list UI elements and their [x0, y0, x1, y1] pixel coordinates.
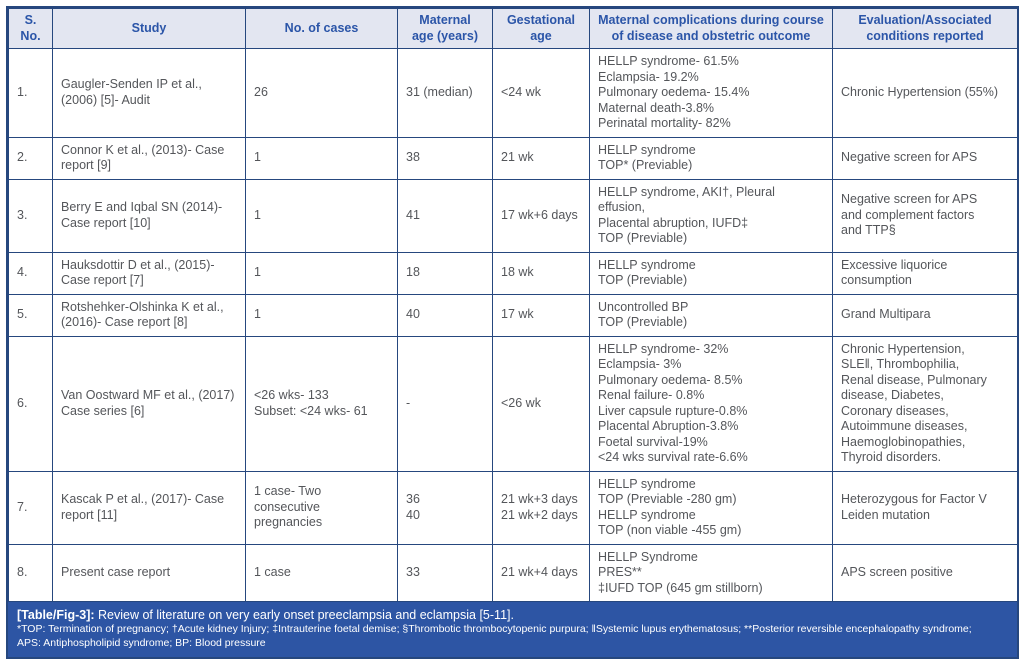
cell-age: 33 — [397, 543, 493, 602]
table-caption-band: [Table/Fig-3]: Review of literature on v… — [8, 602, 1017, 657]
cell-evaluation: Negative screen for APS and complement f… — [832, 178, 1018, 253]
header-cases: No. of cases — [245, 8, 398, 49]
cell-age: 18 — [397, 251, 493, 295]
cell-sno: 3. — [8, 178, 53, 253]
review-table: S. No. Study No. of cases Maternal age (… — [8, 8, 1018, 602]
cell-study: Connor K et al., (2013)- Case report [9] — [52, 136, 246, 180]
table-header: S. No. Study No. of cases Maternal age (… — [8, 8, 1018, 49]
cell-complications: HELLP syndrome TOP* (Previable) — [589, 136, 833, 180]
table-caption-label: [Table/Fig-3]: — [17, 608, 95, 622]
cell-cases: 1 — [245, 251, 398, 295]
cell-study: Rotshehker-Olshinka K et al., (2016)- Ca… — [52, 293, 246, 337]
header-maternal-age: Maternal age (years) — [397, 8, 493, 49]
cell-evaluation: APS screen positive — [832, 543, 1018, 602]
cell-cases: 1 case — [245, 543, 398, 602]
cell-evaluation: Heterozygous for Factor V Leiden mutatio… — [832, 470, 1018, 545]
table-body: 1. Gaugler-Senden IP et al., (2006) [5]-… — [8, 48, 1018, 602]
cell-gestation: 21 wk+4 days — [492, 543, 590, 602]
cell-sno: 2. — [8, 136, 53, 180]
table-row: 2. Connor K et al., (2013)- Case report … — [8, 136, 1018, 180]
cell-cases: 1 — [245, 178, 398, 253]
cell-cases: <26 wks- 133 Subset: <24 wks- 61 — [245, 335, 398, 472]
header-evaluation: Evaluation/Associated conditions reporte… — [832, 8, 1018, 49]
cell-age: 38 — [397, 136, 493, 180]
cell-sno: 5. — [8, 293, 53, 337]
cell-study: Gaugler-Senden IP et al., (2006) [5]- Au… — [52, 48, 246, 138]
cell-complications: HELLP syndrome TOP (Previable) — [589, 251, 833, 295]
cell-cases: 1 — [245, 136, 398, 180]
cell-age: 36 40 — [397, 470, 493, 545]
table-footnote-abbreviations-2: APS: Antiphospholipid syndrome; BP: Bloo… — [17, 636, 266, 649]
cell-complications: HELLP Syndrome PRES** ‡IUFD TOP (645 gm … — [589, 543, 833, 602]
table-row: 1. Gaugler-Senden IP et al., (2006) [5]-… — [8, 48, 1018, 138]
cell-sno: 8. — [8, 543, 53, 602]
cell-gestation: 17 wk+6 days — [492, 178, 590, 253]
cell-sno: 4. — [8, 251, 53, 295]
cell-study: Present case report — [52, 543, 246, 602]
literature-review-table: S. No. Study No. of cases Maternal age (… — [6, 6, 1019, 659]
cell-age: 40 — [397, 293, 493, 337]
header-row: S. No. Study No. of cases Maternal age (… — [8, 8, 1018, 49]
cell-gestation: 17 wk — [492, 293, 590, 337]
table-row: 3. Berry E and Iqbal SN (2014)- Case rep… — [8, 178, 1018, 253]
cell-gestation: 21 wk+3 days 21 wk+2 days — [492, 470, 590, 545]
table-row: 4. Hauksdottir D et al., (2015)- Case re… — [8, 251, 1018, 295]
cell-study: Hauksdottir D et al., (2015)- Case repor… — [52, 251, 246, 295]
header-complications: Maternal complications during course of … — [589, 8, 833, 49]
table-caption-text: Review of literature on very early onset… — [94, 608, 514, 622]
header-sno: S. No. — [8, 8, 53, 49]
cell-gestation: 18 wk — [492, 251, 590, 295]
table-row: 5. Rotshehker-Olshinka K et al., (2016)-… — [8, 293, 1018, 337]
cell-evaluation: Chronic Hypertension (55%) — [832, 48, 1018, 138]
cell-evaluation: Negative screen for APS — [832, 136, 1018, 180]
cell-complications: Uncontrolled BP TOP (Previable) — [589, 293, 833, 337]
cell-gestation: <24 wk — [492, 48, 590, 138]
cell-complications: HELLP syndrome- 32% Eclampsia- 3% Pulmon… — [589, 335, 833, 472]
cell-age: 41 — [397, 178, 493, 253]
cell-cases: 26 — [245, 48, 398, 138]
header-gestational-age: Gestational age — [492, 8, 590, 49]
cell-gestation: 21 wk — [492, 136, 590, 180]
header-study: Study — [52, 8, 246, 49]
cell-sno: 7. — [8, 470, 53, 545]
cell-study: Van Oostward MF et al., (2017) Case seri… — [52, 335, 246, 472]
table-footnote-abbreviations: *TOP: Termination of pregnancy; †Acute k… — [17, 623, 972, 635]
cell-cases: 1 — [245, 293, 398, 337]
cell-age: - — [397, 335, 493, 472]
cell-gestation: <26 wk — [492, 335, 590, 472]
cell-study: Berry E and Iqbal SN (2014)- Case report… — [52, 178, 246, 253]
cell-complications: HELLP syndrome- 61.5% Eclampsia- 19.2% P… — [589, 48, 833, 138]
cell-evaluation: Excessive liquorice consumption — [832, 251, 1018, 295]
cell-age: 31 (median) — [397, 48, 493, 138]
table-row: 6. Van Oostward MF et al., (2017) Case s… — [8, 335, 1018, 472]
cell-evaluation: Grand Multipara — [832, 293, 1018, 337]
table-row: 8. Present case report 1 case 33 21 wk+4… — [8, 543, 1018, 602]
cell-complications: HELLP syndrome, AKI†, Pleural effusion, … — [589, 178, 833, 253]
cell-study: Kascak P et al., (2017)- Case report [11… — [52, 470, 246, 545]
cell-sno: 6. — [8, 335, 53, 472]
cell-evaluation: Chronic Hypertension, SLEǁ, Thrombophili… — [832, 335, 1018, 472]
cell-complications: HELLP syndrome TOP (Previable -280 gm) H… — [589, 470, 833, 545]
table-caption: [Table/Fig-3]: Review of literature on v… — [17, 607, 1008, 623]
table-row: 7. Kascak P et al., (2017)- Case report … — [8, 470, 1018, 545]
cell-sno: 1. — [8, 48, 53, 138]
cell-cases: 1 case- Two consecutive pregnancies — [245, 470, 398, 545]
